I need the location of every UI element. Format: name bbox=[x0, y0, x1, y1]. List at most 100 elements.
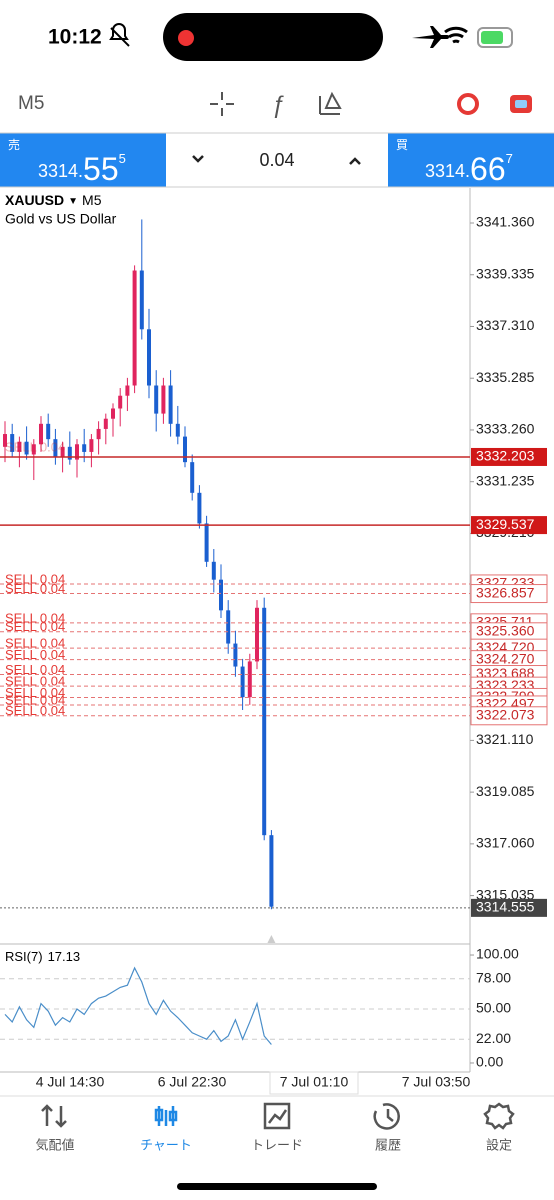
sell-button[interactable] bbox=[0, 133, 166, 187]
nav-icon[interactable] bbox=[373, 1103, 400, 1130]
time-highlight bbox=[269, 1071, 359, 1095]
candle-body bbox=[82, 444, 87, 452]
timeframe[interactable]: M5 bbox=[18, 93, 44, 114]
buy-button[interactable] bbox=[388, 133, 554, 187]
candle-body bbox=[226, 610, 231, 644]
rsi-tick-label: 50.00 bbox=[476, 1000, 511, 1016]
candle-body bbox=[89, 439, 94, 452]
candle-body bbox=[75, 444, 79, 460]
nav-icon[interactable] bbox=[154, 1106, 178, 1126]
bid-label: 3314.555 bbox=[476, 899, 535, 915]
candle-body bbox=[17, 441, 22, 452]
rsi-tick-label: 78.00 bbox=[476, 969, 511, 985]
order-text: SELL 0.04 bbox=[5, 662, 65, 677]
order-text: SELL 0.04 bbox=[5, 674, 65, 689]
nav-label[interactable]: 気配値 bbox=[35, 1137, 74, 1152]
nav-label[interactable]: 設定 bbox=[486, 1137, 512, 1152]
home-indicator bbox=[177, 1183, 377, 1190]
candle-body bbox=[132, 270, 137, 386]
nav-label[interactable]: トレード bbox=[251, 1137, 303, 1152]
crosshair-icon[interactable] bbox=[210, 92, 234, 116]
candle-body bbox=[103, 418, 108, 429]
candle-body bbox=[46, 423, 51, 440]
battery bbox=[477, 27, 513, 48]
rsi-tick-label: 100.00 bbox=[476, 946, 519, 962]
order-label: 3326.857 bbox=[476, 584, 535, 600]
candle-body bbox=[111, 408, 115, 419]
candle-body bbox=[262, 607, 267, 836]
symbol-name: XAUUSD bbox=[5, 192, 64, 208]
indicator-icon[interactable]: ƒ bbox=[271, 91, 284, 118]
rsi-tick-label: 22.00 bbox=[476, 1030, 511, 1046]
price-big: 66 bbox=[470, 151, 506, 187]
price-label-box bbox=[471, 516, 547, 535]
volume-down[interactable] bbox=[192, 155, 204, 163]
candle-body bbox=[154, 385, 159, 414]
candle-body bbox=[10, 434, 15, 452]
x-tick-label: 6 Jul 22:30 bbox=[158, 1074, 227, 1090]
rsi-value: 17.13 bbox=[48, 949, 81, 964]
volume[interactable]: 0.04 bbox=[259, 150, 294, 170]
price-label-box bbox=[471, 447, 547, 466]
order-label-box bbox=[470, 706, 548, 726]
candle-body bbox=[96, 428, 101, 440]
y-tick-label: 3317.060 bbox=[476, 835, 535, 851]
x-tick-label: 4 Jul 14:30 bbox=[36, 1074, 105, 1090]
price-big: 55 bbox=[83, 151, 119, 187]
candle-body bbox=[125, 385, 130, 396]
y-tick-label: 3337.310 bbox=[476, 317, 535, 333]
candle-body bbox=[175, 423, 180, 437]
candle-body bbox=[211, 561, 216, 580]
candle-body bbox=[183, 436, 187, 463]
battery-level bbox=[481, 31, 503, 44]
account-icon[interactable] bbox=[457, 93, 479, 115]
candle-body bbox=[67, 446, 72, 460]
candle-body bbox=[3, 434, 7, 447]
airplane-icon bbox=[412, 26, 449, 48]
order-text: SELL 0.04 bbox=[5, 581, 65, 596]
sell-label: 売 bbox=[8, 137, 20, 152]
order-text: SELL 0.04 bbox=[5, 619, 65, 634]
symbol-timeframe: M5 bbox=[82, 192, 102, 208]
candle-body bbox=[39, 423, 43, 445]
price-label: 3329.537 bbox=[476, 516, 535, 532]
candle-body bbox=[240, 666, 245, 698]
price-main: 3314. bbox=[38, 161, 83, 181]
objects-icon[interactable] bbox=[319, 91, 342, 115]
candle-body bbox=[161, 385, 166, 414]
order-text: SELL 0.04 bbox=[5, 692, 65, 707]
bid-marker bbox=[267, 935, 276, 943]
position-text: SELL 0.04 bbox=[5, 439, 65, 454]
rsi-line bbox=[4, 966, 272, 1045]
nav-icon[interactable] bbox=[263, 1102, 291, 1130]
buy-label: 買 bbox=[396, 138, 408, 152]
buy-price: 3314.667 bbox=[425, 151, 513, 187]
candle-body bbox=[255, 607, 259, 662]
candle-body bbox=[147, 329, 151, 386]
order-text: SELL 0.04 bbox=[5, 685, 65, 700]
candle-body bbox=[31, 444, 36, 455]
nav-icon[interactable] bbox=[41, 1104, 67, 1128]
y-tick-label: 3319.085 bbox=[476, 783, 535, 799]
candle-body bbox=[168, 385, 173, 424]
dynamic-island bbox=[163, 13, 383, 61]
mute-icon bbox=[109, 23, 130, 47]
rsi-title: RSI(7) 17.13 bbox=[5, 949, 80, 964]
y-tick-label: 3341.360 bbox=[476, 214, 535, 230]
candle-body bbox=[269, 835, 274, 907]
order-label-box bbox=[470, 584, 548, 604]
volume-up[interactable] bbox=[349, 157, 361, 165]
nav-icon[interactable] bbox=[483, 1102, 515, 1130]
order-text: SELL 0.04 bbox=[5, 636, 65, 651]
order-text: SELL 0.04 bbox=[5, 610, 65, 625]
rsi-name: RSI(7) bbox=[5, 949, 43, 964]
order-text: SELL 0.04 bbox=[5, 647, 65, 662]
nav-label[interactable]: 履歴 bbox=[375, 1137, 401, 1152]
y-tick-label: 3333.260 bbox=[476, 421, 535, 437]
order-text: SELL 0.04 bbox=[5, 571, 65, 586]
symbol: XAUUSD ▼ M5 bbox=[5, 192, 102, 208]
candle-body bbox=[247, 661, 252, 698]
candle-body bbox=[60, 446, 65, 458]
nav-label[interactable]: チャート bbox=[140, 1137, 192, 1152]
